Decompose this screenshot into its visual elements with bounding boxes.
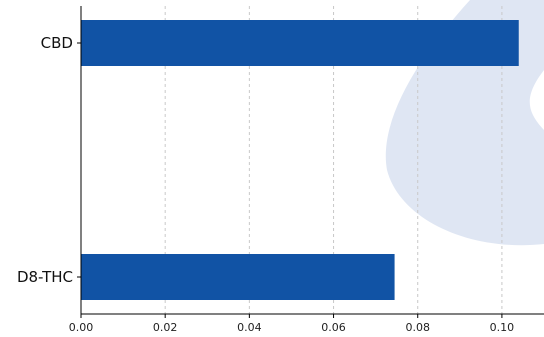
bar-d8-thc <box>81 254 395 300</box>
x-axis-ticks: 0.00 0.02 0.04 0.06 0.08 0.10 <box>69 314 514 334</box>
x-tick-label: 0.04 <box>237 321 262 334</box>
x-tick-label: 0.00 <box>69 321 94 334</box>
category-label: CBD <box>41 34 73 52</box>
x-tick-label: 0.10 <box>490 321 515 334</box>
bars <box>81 20 519 300</box>
category-label: D8-THC <box>17 268 73 286</box>
x-tick-label: 0.06 <box>321 321 346 334</box>
x-tick-label: 0.02 <box>153 321 178 334</box>
y-axis-categories: CBD D8-THC <box>17 34 81 286</box>
bar-cbd <box>81 20 519 66</box>
x-tick-label: 0.08 <box>405 321 430 334</box>
